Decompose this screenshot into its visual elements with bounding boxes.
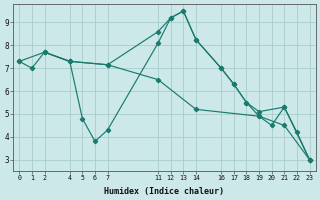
- X-axis label: Humidex (Indice chaleur): Humidex (Indice chaleur): [104, 187, 224, 196]
